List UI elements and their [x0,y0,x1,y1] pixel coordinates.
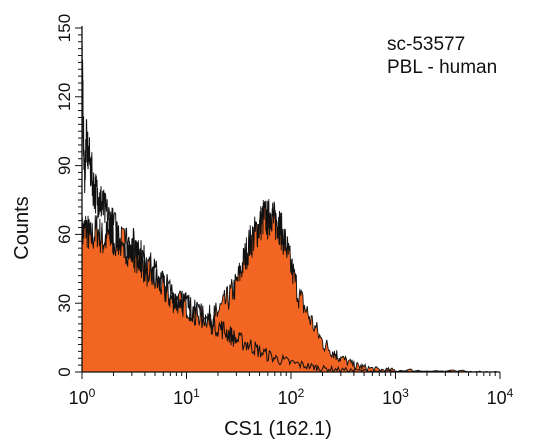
y-axis-label: Counts [11,196,33,259]
x-tick-label: 101 [173,386,200,408]
y-tick-label: 60 [55,225,74,244]
x-tick-label: 100 [69,386,96,408]
axes: 0 30 60 90 120 150 100 101 102 103 104 [55,14,514,408]
y-tick-label: 30 [55,294,74,313]
series-outline-0 [81,199,500,374]
annotation-sample: PBL - human [387,57,498,78]
x-axis-label: CS1 (162.1) [224,418,332,440]
y-tick-label: 120 [55,83,74,111]
series-fill-0 [82,199,500,372]
plot-area [81,43,500,374]
y-tick-label: 150 [55,14,74,42]
annotation-antibody-id: sc-53577 [387,34,466,55]
x-tick-label: 102 [278,386,305,408]
x-tick-label: 104 [487,386,514,408]
y-tick-label: 0 [55,367,74,376]
series-line-1 [81,43,500,373]
x-tick-label: 103 [382,386,409,408]
y-tick-label: 90 [55,156,74,175]
